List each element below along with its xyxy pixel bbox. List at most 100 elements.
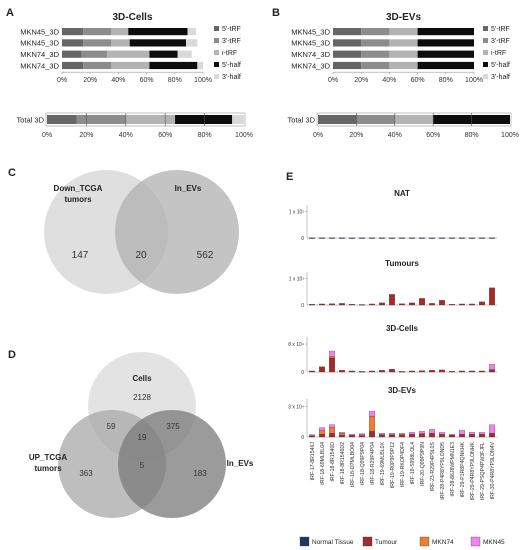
bar-segment [333,39,362,47]
category-label: tRF-18-O7MLBO04 [350,442,356,487]
bar-segment [62,39,84,47]
bar [359,237,365,239]
bar [309,370,315,373]
bar-segment [389,39,418,47]
legend-entry: i-tRF [222,50,237,57]
legend-entry: 3'-tRF [222,38,241,45]
venn-count: 147 [72,250,89,261]
legend-swatch [483,50,488,55]
x-tick-label: 60% [426,132,440,139]
venn-count: 2128 [133,393,151,402]
bar [329,350,335,357]
y-tick-label: 0 [301,236,304,242]
bar [349,434,355,438]
x-tick-label: 40% [119,132,133,139]
x-tick-label: 60% [158,132,172,139]
bar [309,434,315,436]
bar [409,302,415,306]
bar-segment [62,50,82,58]
category-label: MKN45_3D [20,27,59,36]
category-label: tRF-29-P4R8YP9LONHK [470,441,476,500]
category-label: tRF-18-Q99P9P04 [360,442,366,485]
y-tick-label: 0 [301,370,304,376]
bar-segment [389,61,418,70]
bar [379,237,385,239]
legend-entry: MKN74 [432,539,454,546]
bar [349,304,355,306]
legend-entry: 5'-tRF [491,26,510,33]
subplot-title: 3D-Cells [386,324,419,333]
bar-segment [361,28,390,36]
legend-swatch [362,536,373,547]
legend-entry: 3'-half [222,74,241,81]
category-label: tRF-19-RKOP4DF4 [400,442,406,487]
venn-count: 183 [193,469,207,478]
x-tick-label: 100% [501,132,519,139]
x-tick-label: 0% [42,132,52,139]
bar [429,429,435,434]
bar [349,237,355,239]
legend-entry: i-tRF [491,50,506,57]
bar [359,304,365,306]
bar [429,370,435,373]
bar-segment [47,115,77,124]
bar-segment [111,28,129,36]
category-label: tRF-19-S998LOL4 [410,442,416,485]
bar-segment [149,50,178,58]
bar-segment [356,115,395,124]
bar [399,434,405,436]
category-label: tRF-18-8R1546D [330,442,336,482]
bar [329,427,335,434]
category-label: tRF-17-8R1546J [310,442,316,481]
bar [459,303,465,306]
category-label: MKN74_3D [291,50,330,59]
category-label: tRF-20-Q99P9P9N [420,442,426,486]
bar [319,427,325,431]
x-tick-label: 0% [57,77,67,84]
bar [369,303,375,306]
bar-segment [417,28,474,36]
bar [469,303,475,306]
total-frame [316,112,512,127]
legend-swatch [214,62,219,67]
total-frame [45,112,246,127]
category-label: tRF-30-P4R8YP9LON4V [490,441,496,499]
y-tick-label: 1 x 10¹ [289,210,305,216]
bar [359,371,365,373]
legend-entry: Normal Tissue [312,539,354,546]
bar [339,432,345,434]
bar [479,301,485,306]
category-label: MKN74_3D [20,50,59,59]
bar-segment [318,115,357,124]
bar [479,237,485,239]
bar-segment [389,50,418,58]
bar [349,434,355,436]
bar-segment [76,115,126,124]
bar [319,434,325,438]
bar [469,370,475,373]
category-label: MKN45_3D [291,39,330,48]
bar [439,237,445,239]
legend-swatch [483,62,488,67]
category-label: tRF-29-P1R8P4QNKHK [460,441,466,497]
bar [339,433,345,436]
category-label: tRF-19-R0P9P9P12 [390,442,396,488]
category-label: tRF-29-PSQP4PW3FJFL [480,442,486,500]
category-label: tRF-28-86J8WPMN1E3 [450,442,456,497]
bar [429,433,435,438]
bar [319,430,325,435]
x-tick-label: 80% [198,132,212,139]
bar [459,430,465,435]
bar [489,433,495,438]
panel-label: D [8,349,16,361]
bar [409,434,415,438]
bar-segment [361,39,390,47]
bar [379,370,385,373]
category-label: MKN45_3D [291,27,330,36]
subplot-title: 3D-EVs [388,386,417,395]
panel-label: C [8,167,16,179]
bar-segment [128,28,188,36]
legend-swatch [214,74,219,79]
x-tick-label: 80% [439,77,453,84]
